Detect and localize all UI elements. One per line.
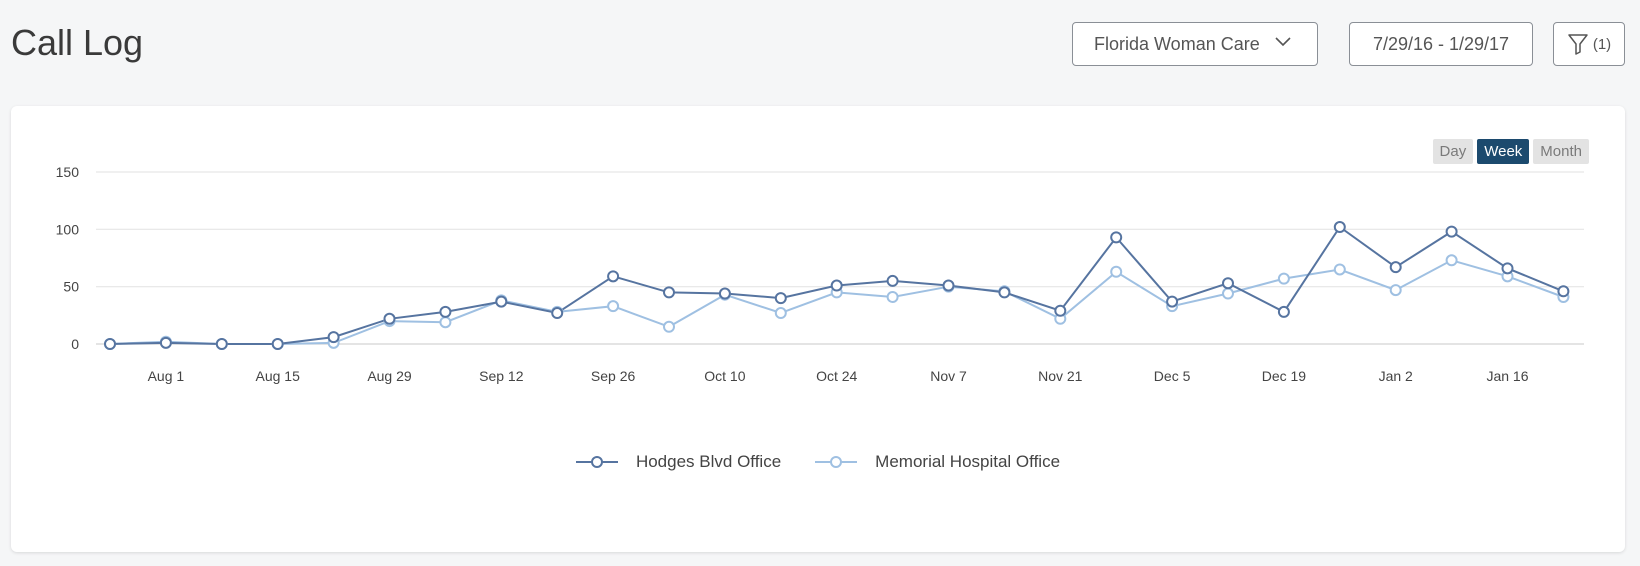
- x-tick-label: Jan 2: [1379, 368, 1413, 384]
- data-point-memorial[interactable]: [886, 290, 899, 303]
- filter-icon: [1568, 34, 1588, 55]
- x-tick-label: Sep 26: [591, 368, 636, 384]
- legend-swatch-memorial-icon: [815, 456, 858, 468]
- data-point-hodges[interactable]: [1389, 261, 1402, 274]
- legend-item-memorial[interactable]: Memorial Hospital Office: [815, 452, 1060, 472]
- y-tick-label: 50: [63, 279, 79, 295]
- data-point-hodges[interactable]: [551, 307, 564, 320]
- data-point-hodges[interactable]: [1501, 262, 1514, 275]
- data-point-hodges[interactable]: [159, 336, 172, 349]
- chevron-down-icon: [1275, 37, 1291, 47]
- data-point-memorial[interactable]: [1389, 284, 1402, 297]
- call-log-card: 0 50 100 150 Aug 1 Aug 15 Aug 29 Sep 12 Sep 26 O…: [11, 106, 1625, 552]
- y-tick-label: 0: [71, 336, 79, 352]
- x-tick-label: Aug 1: [148, 368, 185, 384]
- x-tick-label: Oct 10: [704, 368, 745, 384]
- data-point-hodges[interactable]: [383, 312, 396, 325]
- data-point-memorial[interactable]: [663, 320, 675, 333]
- data-point-hodges[interactable]: [607, 270, 620, 283]
- legend-item-hodges[interactable]: Hodges Blvd Office: [575, 452, 782, 472]
- page-title: Call Log: [11, 22, 144, 63]
- data-point-hodges[interactable]: [1445, 225, 1458, 238]
- data-point-hodges[interactable]: [830, 279, 843, 292]
- data-point-hodges[interactable]: [886, 274, 899, 287]
- series-line-memorial: [109, 259, 1564, 345]
- period-month-button[interactable]: Month: [1533, 139, 1589, 164]
- data-point-memorial[interactable]: [774, 307, 787, 320]
- data-point-memorial[interactable]: [1445, 254, 1458, 267]
- data-point-hodges[interactable]: [439, 305, 452, 318]
- x-tick-label: Dec 5: [1154, 368, 1191, 384]
- date-range-picker[interactable]: 7/29/16 - 1/29/17: [1349, 22, 1533, 66]
- data-point-hodges[interactable]: [1166, 295, 1179, 308]
- data-point-hodges[interactable]: [663, 286, 675, 299]
- data-point-memorial[interactable]: [607, 300, 620, 313]
- data-point-memorial[interactable]: [1110, 265, 1123, 278]
- data-point-hodges[interactable]: [718, 287, 731, 300]
- data-point-hodges[interactable]: [495, 295, 508, 308]
- x-tick-label: Nov 7: [930, 368, 967, 384]
- filter-button[interactable]: (1): [1553, 22, 1625, 66]
- data-point-hodges[interactable]: [774, 292, 787, 305]
- filter-count: (1): [1592, 35, 1612, 53]
- call-log-chart: 0 50 100 150 Aug 1 Aug 15 Aug 29 Sep 12 Sep 26 O…: [56, 164, 1584, 384]
- data-point-hodges[interactable]: [271, 338, 284, 350]
- data-point-hodges[interactable]: [942, 279, 955, 292]
- data-point-hodges[interactable]: [1557, 285, 1570, 298]
- x-tick-label: Aug 29: [367, 368, 412, 384]
- data-point-memorial[interactable]: [1277, 272, 1290, 285]
- x-tick-label: Aug 15: [256, 368, 301, 384]
- period-toggle: Day Week Month: [1432, 139, 1589, 164]
- y-tick-label: 100: [56, 221, 80, 237]
- data-point-hodges[interactable]: [1277, 305, 1290, 318]
- data-point-memorial[interactable]: [1333, 263, 1346, 276]
- x-tick-label: Jan 16: [1486, 368, 1528, 384]
- x-tick-label: Oct 24: [816, 368, 857, 384]
- practice-select[interactable]: Florida Woman Care: [1072, 22, 1318, 66]
- y-tick-label: 150: [56, 164, 80, 180]
- legend-label-hodges: Hodges Blvd Office: [635, 452, 782, 471]
- legend-label-memorial: Memorial Hospital Office: [875, 452, 1061, 471]
- period-day-button[interactable]: Day: [1432, 139, 1474, 164]
- legend-swatch-hodges-icon: [575, 456, 618, 468]
- data-point-hodges[interactable]: [1222, 277, 1234, 290]
- data-point-memorial[interactable]: [1222, 287, 1234, 300]
- x-tick-label: Dec 19: [1262, 368, 1307, 384]
- data-point-hodges[interactable]: [1333, 221, 1346, 234]
- period-week-button[interactable]: Week: [1477, 139, 1530, 164]
- data-point-hodges[interactable]: [1110, 231, 1123, 244]
- x-tick-label: Nov 21: [1038, 368, 1083, 384]
- data-point-hodges[interactable]: [998, 286, 1011, 299]
- data-point-hodges[interactable]: [215, 338, 228, 350]
- data-point-hodges[interactable]: [1054, 304, 1067, 317]
- data-point-hodges[interactable]: [104, 338, 116, 350]
- date-range-value: 7/29/16 - 1/29/17: [1372, 33, 1510, 54]
- data-point-memorial[interactable]: [439, 316, 452, 329]
- chart-legend: Hodges Blvd Office Memorial Hospital Off…: [11, 452, 1625, 472]
- data-point-hodges[interactable]: [327, 331, 340, 344]
- practice-select-value: Florida Woman Care: [1094, 33, 1260, 54]
- x-tick-label: Sep 12: [479, 368, 524, 384]
